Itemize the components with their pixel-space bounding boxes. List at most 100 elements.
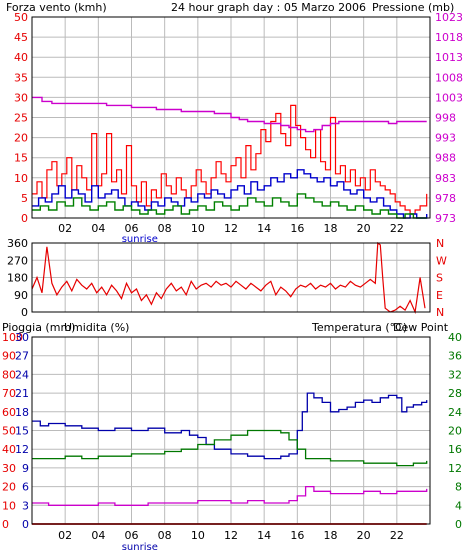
temperature-ytick-7: 28 [448, 387, 462, 400]
direction-ytick-4: 360 [7, 237, 28, 250]
direction-compass-ytick-0: N [436, 306, 444, 319]
wind-axis-label: Forza vento (kmh) [6, 1, 107, 14]
humidity-ytick-3: 9 [22, 462, 29, 475]
direction-compass-ytick-4: N [436, 237, 444, 250]
wind-ytick-9: 45 [14, 31, 28, 44]
humidity-ytick-1: 3 [22, 499, 29, 512]
wind-xtick-22: 22 [390, 222, 404, 235]
wind-ytick-5: 25 [14, 112, 28, 125]
rain-ytick-4: 40 [2, 443, 16, 456]
direction-compass-ytick-1: E [436, 289, 443, 302]
humidity-line [32, 392, 428, 460]
wind-xtick-08: 08 [158, 222, 172, 235]
wind-ytick-4: 20 [14, 132, 28, 145]
humidity-ytick-0: 0 [22, 518, 29, 531]
rain-ytick-9: 90 [2, 350, 16, 363]
temperature-ytick-2: 8 [455, 481, 462, 494]
rain-ytick-0: 0 [2, 518, 9, 531]
wind-xtick-20: 20 [357, 222, 371, 235]
temp-xtick-06: 06 [125, 529, 139, 542]
temp-xtick-04: 04 [91, 529, 105, 542]
wind-direction-line [31, 241, 426, 315]
rain-axis-label: Pioggia (mm) [2, 321, 75, 334]
temp-xtick-18: 18 [324, 529, 338, 542]
temperature-ytick-5: 20 [448, 425, 462, 438]
wind-xtick-12: 12 [224, 222, 238, 235]
wind-xtick-18: 18 [324, 222, 338, 235]
chart-title: 24 hour graph day : 05 Marzo 2006 [171, 1, 366, 14]
temperature-ytick-6: 24 [448, 406, 462, 419]
temperature-ytick-0: 0 [455, 518, 462, 531]
direction-ytick-0: 0 [21, 306, 28, 319]
humidity-ytick-10: 30 [15, 331, 29, 344]
wind-ytick-1: 5 [21, 192, 28, 205]
pressure-ytick-4: 993 [435, 132, 456, 145]
temp-panel-frame [31, 336, 431, 525]
temp-xtick-22: 22 [390, 529, 404, 542]
direction-ytick-1: 90 [14, 289, 28, 302]
humidity-ytick-9: 27 [15, 350, 29, 363]
pressure-ytick-2: 983 [435, 172, 456, 185]
temp-xtick-20: 20 [357, 529, 371, 542]
pressure-line [32, 96, 427, 133]
pressure-ytick-7: 1008 [435, 71, 463, 84]
wind-xtick-06: 06 [125, 222, 139, 235]
wind-ytick-10: 50 [14, 11, 28, 24]
humidity-ytick-2: 6 [22, 481, 29, 494]
temperature-ytick-1: 4 [455, 499, 462, 512]
humidity-ytick-6: 18 [15, 406, 29, 419]
rain-ytick-1: 10 [2, 499, 16, 512]
wind-xtick-04: 04 [91, 222, 105, 235]
pressure-ytick-8: 1013 [435, 51, 463, 64]
temp-sunrise-label: sunrise [122, 542, 158, 553]
temp-xtick-10: 10 [191, 529, 205, 542]
wind-ytick-2: 10 [14, 172, 28, 185]
temperature-ytick-8: 32 [448, 368, 462, 381]
temp-xtick-08: 08 [158, 529, 172, 542]
dewpoint-axis-label: Dew Point [393, 321, 449, 334]
temperature-ytick-9: 36 [448, 350, 462, 363]
rain-ytick-7: 70 [2, 387, 16, 400]
wind-ytick-8: 40 [14, 51, 28, 64]
temperature-axis-label: Temperatura (°C) [311, 321, 407, 334]
pressure-ytick-9: 1018 [435, 31, 463, 44]
wind-xtick-02: 02 [58, 222, 72, 235]
temperature-ytick-4: 16 [448, 443, 462, 456]
wind-xtick-14: 14 [257, 222, 271, 235]
temp-xtick-16: 16 [290, 529, 304, 542]
humidity-ytick-4: 12 [15, 443, 29, 456]
rain-ytick-3: 30 [2, 462, 16, 475]
dewpoint-line [32, 485, 428, 506]
rain-ytick-8: 80 [2, 368, 16, 381]
direction-ytick-3: 270 [7, 254, 28, 267]
wind-xtick-10: 10 [191, 222, 205, 235]
temperature-ytick-3: 12 [448, 462, 462, 475]
pressure-ytick-3: 988 [435, 152, 456, 165]
direction-panel-frame [31, 242, 431, 313]
pressure-ytick-6: 1003 [435, 91, 463, 104]
pressure-axis-label: Pressione (mb) [372, 1, 454, 14]
humidity-ytick-7: 21 [15, 387, 29, 400]
humidity-ytick-8: 24 [15, 368, 29, 381]
direction-compass-ytick-2: S [436, 272, 443, 285]
wind-sunrise-label: sunrise [122, 234, 158, 245]
wind-ytick-7: 35 [14, 71, 28, 84]
pressure-ytick-0: 973 [435, 212, 456, 225]
temperature-line [32, 429, 428, 467]
temp-xtick-12: 12 [224, 529, 238, 542]
direction-compass-ytick-3: W [436, 254, 447, 267]
rain-ytick-2: 20 [2, 481, 16, 494]
temp-xtick-02: 02 [58, 529, 72, 542]
wind-xtick-16: 16 [290, 222, 304, 235]
rain-ytick-10: 100 [2, 331, 23, 344]
humidity-ytick-5: 15 [15, 425, 29, 438]
frame-layer [31, 16, 431, 525]
pressure-ytick-5: 998 [435, 112, 456, 125]
humidity-axis-label: Umidita (%) [64, 321, 129, 334]
pressure-ytick-10: 1023 [435, 11, 463, 24]
temperature-ytick-10: 40 [448, 331, 462, 344]
wind-ytick-0: 0 [21, 212, 28, 225]
tick-layer: 0510152025303540455097397898398899399810… [2, 11, 463, 553]
